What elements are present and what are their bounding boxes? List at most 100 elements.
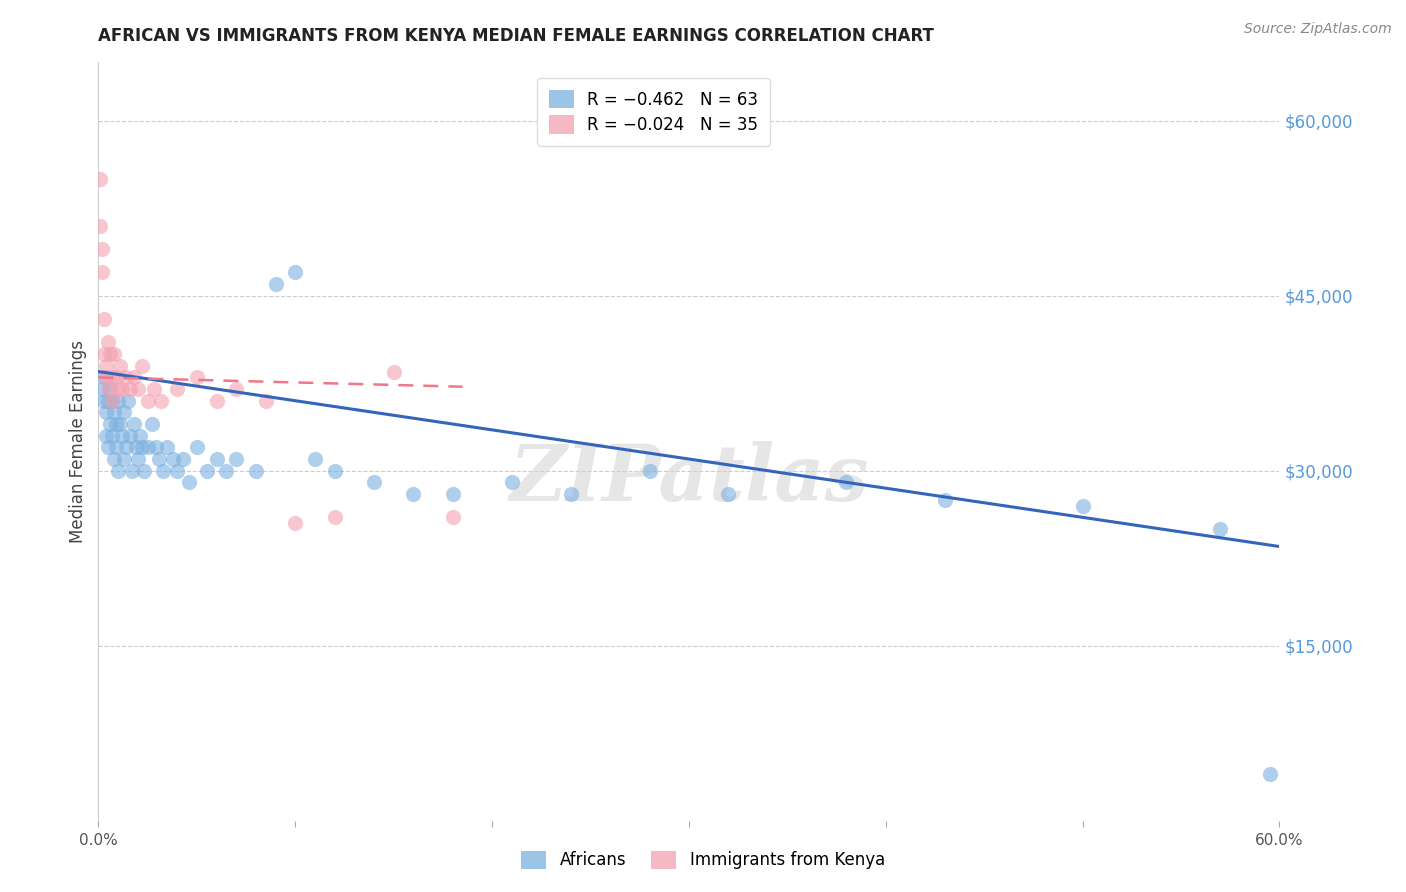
Point (118, 382, 141, 396)
Point (145, 441, 167, 455)
Point (97, 335, 120, 350)
Point (638, 464, 661, 478)
Point (186, 441, 208, 455)
Point (89, 219, 111, 233)
Point (156, 441, 179, 455)
Point (98, 417, 121, 431)
Point (97, 441, 120, 455)
Point (934, 492, 956, 507)
Point (105, 417, 128, 431)
Point (501, 475, 523, 490)
Point (245, 464, 267, 478)
Point (115, 370, 138, 384)
Point (98, 347, 121, 361)
Point (195, 464, 218, 478)
Point (105, 441, 128, 455)
Point (131, 359, 153, 373)
Point (441, 487, 464, 501)
Point (121, 464, 143, 478)
Point (166, 382, 188, 396)
Point (91, 242, 114, 256)
Point (284, 265, 307, 279)
Point (177, 475, 200, 490)
Point (225, 452, 247, 467)
Point (323, 510, 346, 524)
Point (125, 441, 148, 455)
Point (441, 510, 464, 524)
Legend: Africans, Immigrants from Kenya: Africans, Immigrants from Kenya (512, 840, 894, 880)
Point (98, 382, 121, 396)
Point (186, 370, 208, 384)
Point (205, 452, 228, 467)
Point (101, 428, 124, 442)
Point (162, 452, 184, 467)
Point (93, 312, 115, 326)
Y-axis label: Median Female Earnings: Median Female Earnings (69, 340, 87, 543)
Point (91, 382, 114, 396)
Point (96, 359, 118, 373)
Point (108, 359, 131, 373)
Point (117, 393, 139, 408)
Point (131, 441, 153, 455)
Point (172, 452, 194, 467)
Point (112, 405, 135, 419)
Text: ZIPatlas: ZIPatlas (509, 442, 869, 517)
Point (402, 487, 425, 501)
Point (141, 417, 163, 431)
Point (96, 428, 118, 442)
Point (132, 464, 155, 478)
Point (101, 370, 124, 384)
Point (560, 487, 582, 501)
Point (107, 382, 129, 396)
Point (118, 428, 141, 442)
Point (166, 464, 188, 478)
Point (382, 365, 405, 379)
Legend: R = −0.462   N = 63, R = −0.024   N = 35: R = −0.462 N = 63, R = −0.024 N = 35 (537, 78, 770, 145)
Point (122, 370, 145, 384)
Point (91, 265, 114, 279)
Point (1258, 767, 1281, 781)
Point (215, 464, 238, 478)
Point (115, 441, 138, 455)
Point (97, 382, 120, 396)
Point (107, 464, 129, 478)
Point (103, 452, 125, 467)
Point (103, 405, 125, 419)
Point (264, 277, 287, 291)
Point (717, 487, 740, 501)
Point (107, 393, 129, 408)
Point (225, 382, 247, 396)
Point (93, 393, 115, 408)
Point (1209, 522, 1232, 536)
Point (128, 428, 150, 442)
Point (93, 370, 115, 384)
Point (127, 382, 149, 396)
Point (835, 475, 858, 490)
Point (152, 464, 174, 478)
Point (205, 393, 228, 408)
Point (112, 452, 135, 467)
Point (111, 382, 134, 396)
Point (148, 452, 170, 467)
Point (101, 393, 124, 408)
Text: Source: ZipAtlas.com: Source: ZipAtlas.com (1244, 22, 1392, 37)
Point (136, 441, 159, 455)
Point (105, 370, 128, 384)
Point (284, 516, 307, 531)
Point (103, 347, 125, 361)
Point (108, 417, 131, 431)
Point (96, 370, 118, 384)
Point (363, 475, 385, 490)
Point (111, 428, 134, 442)
Point (254, 393, 277, 408)
Point (93, 347, 115, 361)
Point (96, 405, 118, 419)
Point (122, 417, 145, 431)
Point (101, 393, 124, 408)
Point (323, 464, 346, 478)
Point (136, 393, 159, 408)
Point (142, 382, 165, 396)
Text: AFRICAN VS IMMIGRANTS FROM KENYA MEDIAN FEMALE EARNINGS CORRELATION CHART: AFRICAN VS IMMIGRANTS FROM KENYA MEDIAN … (98, 27, 935, 45)
Point (127, 452, 149, 467)
Point (150, 393, 173, 408)
